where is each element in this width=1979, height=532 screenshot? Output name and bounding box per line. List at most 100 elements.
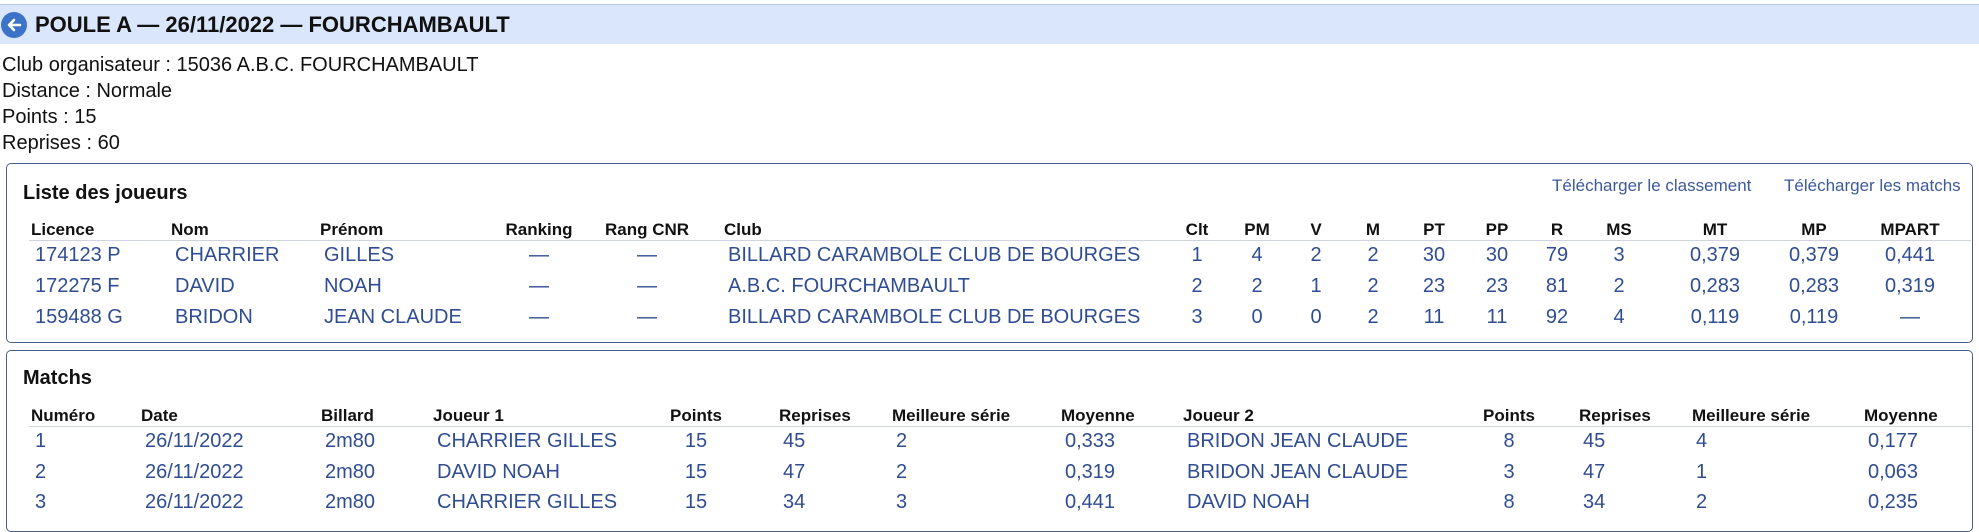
matches-row-2-cell: 26/11/2022 — [145, 461, 244, 483]
players-row-2-cell: 2 — [1251, 275, 1263, 297]
matches-row-1-cell: BRIDON JEAN CLAUDE — [1187, 430, 1409, 452]
players-header-10: PT — [1423, 220, 1445, 239]
players-header-4: Rang CNR — [604, 220, 690, 239]
players-header-0: Licence — [31, 220, 95, 239]
players-row-2-cell: 0,283 — [1689, 275, 1741, 297]
players-row-2-cell: 81 — [1545, 275, 1569, 297]
matches-title: Matchs — [23, 367, 92, 389]
players-row-3-cell: 4 — [1613, 306, 1625, 328]
matches-row-1-cell: 0,333 — [1065, 430, 1116, 452]
matches-row-2-cell: 0,063 — [1868, 461, 1919, 483]
matches-row-1-cell: 15 — [684, 430, 708, 452]
players-panel: Liste des joueurs Télécharger le classem… — [6, 163, 1973, 343]
matches-header-4: Points — [670, 406, 722, 425]
players-row-1-cell: 174123 P — [35, 244, 121, 266]
matches-row-3-cell: 3 — [896, 491, 908, 513]
players-row-1-cell: 79 — [1545, 244, 1569, 266]
matches-row-3-cell: 2 — [1696, 491, 1708, 513]
matches-row-3-cell: 34 — [783, 491, 806, 513]
matches-row-2-cell: 2 — [35, 461, 47, 483]
matches-row-1-cell: 45 — [783, 430, 806, 452]
players-row-2-cell: 172275 F — [35, 275, 120, 297]
players-row-3-cell: 11 — [1423, 306, 1445, 328]
download-matchs-link[interactable]: Télécharger les matchs — [1784, 176, 1961, 195]
players-header-14: MT — [1702, 220, 1728, 239]
info-reprises: Reprises : 60 — [2, 132, 120, 154]
players-row-1-cell: — — [529, 244, 549, 266]
matches-row-3-cell: 15 — [684, 491, 708, 513]
players-header-9: M — [1365, 220, 1381, 239]
players-row-1-cell: 0,379 — [1788, 244, 1840, 266]
players-row-1-cell: BILLARD CARAMBOLE CLUB DE BOURGES — [728, 244, 1141, 266]
players-row-2-cell: 23 — [1422, 275, 1446, 297]
matches-row-3-cell: 3 — [35, 491, 47, 513]
players-row-3-cell: 0 — [1310, 306, 1322, 328]
matches-row-2-cell: 47 — [1583, 461, 1606, 483]
matches-row-1-cell: 2m80 — [325, 430, 376, 452]
matches-row-3-cell: 2m80 — [325, 491, 376, 513]
players-row-3-cell: BILLARD CARAMBOLE CLUB DE BOURGES — [728, 306, 1141, 328]
players-row-1-cell: 2 — [1310, 244, 1322, 266]
matches-row-2-cell: 0,319 — [1065, 461, 1116, 483]
matches-row-3-cell: DAVID NOAH — [1187, 491, 1310, 513]
info-club: Club organisateur : 15036 A.B.C. FOURCHA… — [2, 54, 479, 76]
matches-row-1-cell: 26/11/2022 — [145, 430, 244, 452]
page-title: POULE A — 26/11/2022 — FOURCHAMBAULT — [35, 11, 510, 37]
matches-row-2-cell: 2 — [896, 461, 908, 483]
matches-header-11: Meilleure série — [1692, 406, 1811, 425]
matches-row-3-cell: 0,235 — [1868, 491, 1919, 513]
matches-header-2: Billard — [321, 406, 374, 425]
players-row-2-cell: 2 — [1191, 275, 1203, 297]
matches-panel: Matchs Numéro Date Billard Joueur 1 Points Re… — [6, 350, 1973, 532]
players-row-1-cell: 0,379 — [1689, 244, 1741, 266]
players-row-3-cell: — — [637, 306, 657, 328]
players-header-2: Prénom — [320, 220, 384, 239]
players-row-1-cell: — — [637, 244, 657, 266]
players-row-3-cell: 3 — [1191, 306, 1203, 328]
players-row-1-cell: 2 — [1367, 244, 1379, 266]
players-row-2-cell: 0,283 — [1788, 275, 1840, 297]
matches-row-2-cell: BRIDON JEAN CLAUDE — [1187, 461, 1409, 483]
matches-row-3-cell: CHARRIER GILLES — [437, 491, 618, 513]
players-row-3-cell: 0 — [1251, 306, 1263, 328]
players-row-1-cell: 3 — [1613, 244, 1625, 266]
players-header-5: Club — [724, 220, 762, 239]
matches-header-3: Joueur 1 — [433, 406, 504, 425]
players-row-3-cell: — — [529, 306, 549, 328]
players-row-3-cell: 11 — [1486, 306, 1508, 328]
matches-row-1-cell: 2 — [896, 430, 908, 452]
info-points: Points : 15 — [2, 106, 97, 128]
players-row-2-cell: DAVID — [175, 275, 235, 297]
players-row-2-cell: — — [529, 275, 549, 297]
players-header-1: Nom — [171, 220, 209, 239]
info-distance: Distance : Normale — [2, 80, 173, 102]
players-header-16: MPART — [1880, 220, 1940, 239]
matches-row-2-cell: 2m80 — [325, 461, 376, 483]
matches-header-7: Moyenne — [1061, 406, 1135, 425]
back-button[interactable] — [1, 11, 27, 38]
players-row-1-cell: CHARRIER — [175, 244, 280, 266]
players-row-2-cell: A.B.C. FOURCHAMBAULT — [728, 275, 970, 297]
players-row-1-cell: 1 — [1191, 244, 1203, 266]
players-row-1-cell: 30 — [1422, 244, 1446, 266]
players-row-1-cell: 4 — [1251, 244, 1263, 266]
players-row-3-cell: 2 — [1367, 306, 1379, 328]
players-header-15: MP — [1801, 220, 1827, 239]
players-row-1-cell: GILLES — [324, 244, 395, 266]
players-header-12: R — [1550, 220, 1564, 239]
players-row-3-cell: — — [1900, 306, 1920, 328]
players-row-1-cell: 0,441 — [1884, 244, 1936, 266]
players-row-2-cell: — — [637, 275, 657, 297]
arrow-left-icon — [7, 18, 22, 31]
matches-header-10: Reprises — [1579, 406, 1651, 425]
download-classement-link[interactable]: Télécharger le classement — [1552, 176, 1752, 195]
players-row-2-cell: 1 — [1310, 275, 1322, 297]
matches-row-1-cell: 45 — [1583, 430, 1606, 452]
players-row-2-cell: 2 — [1613, 275, 1625, 297]
matches-row-3-cell: 0,441 — [1065, 491, 1116, 513]
matches-row-1-cell: 1 — [35, 430, 47, 452]
matches-row-1-cell: 8 — [1503, 430, 1515, 452]
players-row-2-cell: NOAH — [324, 275, 382, 297]
matches-row-1-cell: 0,177 — [1868, 430, 1919, 452]
matches-header-1: Date — [141, 406, 178, 425]
